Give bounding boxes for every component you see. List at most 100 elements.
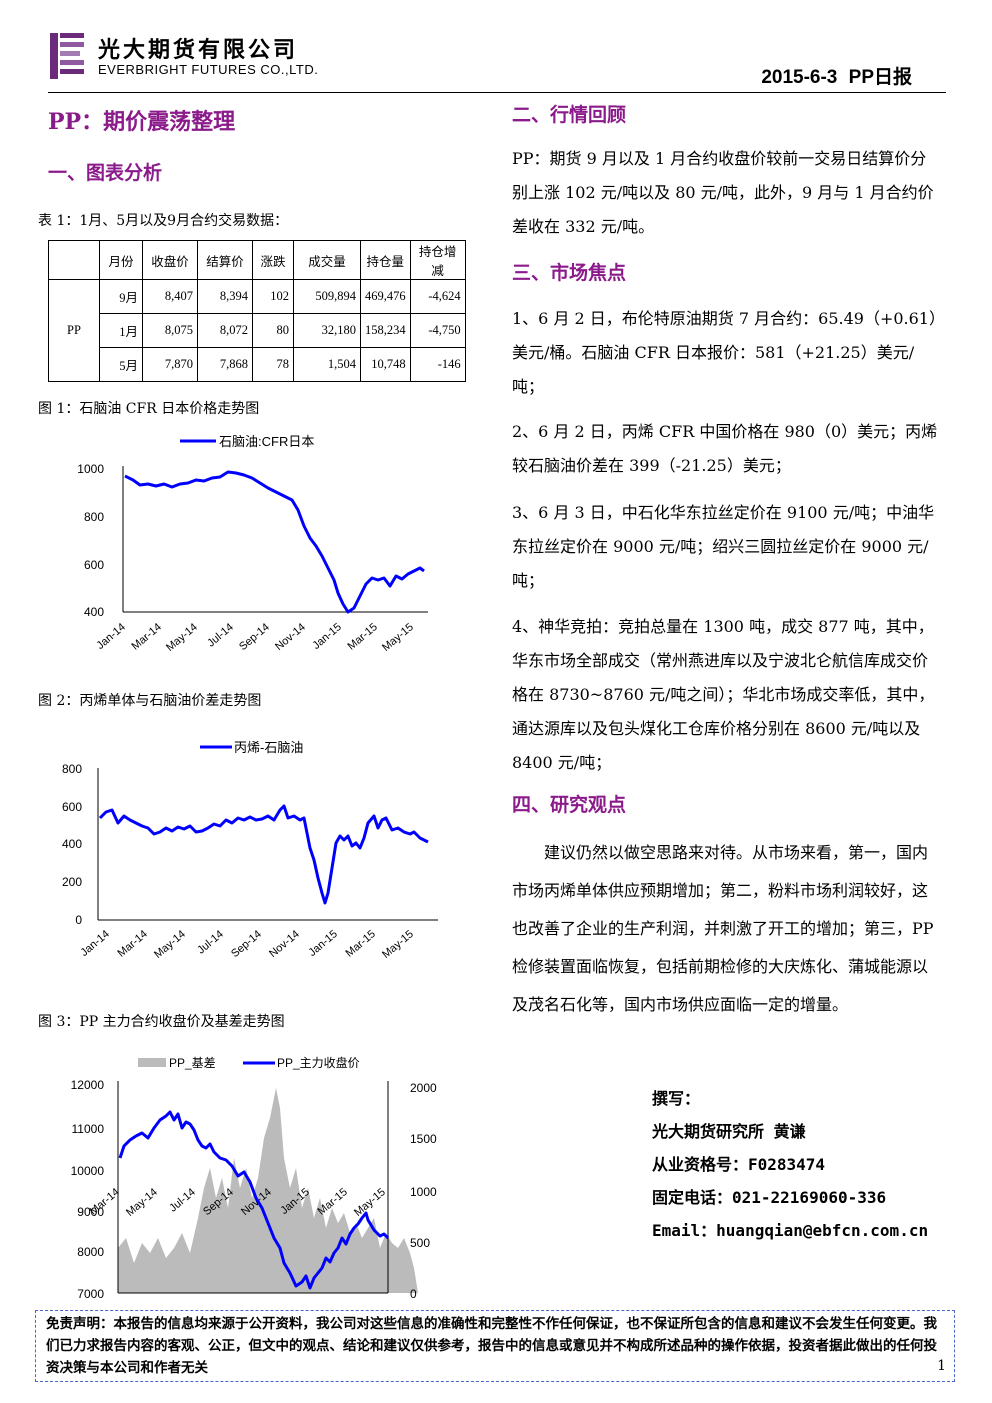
legend-label-close: PP_主力收盘价 — [277, 1055, 360, 1070]
x-tick-label: Nov-14 — [267, 928, 302, 960]
y-tick-label: 800 — [62, 762, 82, 776]
x-tick-label: Sep-14 — [229, 928, 264, 960]
company-name-cn: 光大期货有限公司 — [98, 38, 299, 63]
page-title: PP：期价震荡整理 — [48, 109, 236, 135]
naphtha-price-chart: 石脑油:CFR日本 1000 800 600 400 Jan-14 Mar-14… — [77, 434, 428, 654]
y-tick-label-left: 8000 — [77, 1245, 104, 1259]
table-cell: 8,407 — [142, 279, 198, 314]
x-tick-label: Jul-14 — [195, 928, 226, 956]
y-tick-label-left: 11000 — [72, 1122, 105, 1136]
signature-license: 从业资格号：F0283474 — [652, 1155, 826, 1174]
y-tick-label-right: 1500 — [410, 1132, 437, 1146]
signature-label: 撰写： — [652, 1089, 701, 1108]
table-header-cell: 持仓增减 — [409, 240, 466, 280]
y-tick-label-left: 9000 — [77, 1205, 104, 1219]
focus-item-4: 4、神华竞拍：竞拍总量在 1300 吨，成交 877 吨，其中，华东市场全部成交… — [512, 617, 935, 772]
legend-swatch-basis — [138, 1058, 166, 1067]
y-tick-label: 600 — [62, 800, 82, 814]
x-tick-label: Jan-14 — [78, 928, 111, 959]
propylene-naphtha-spread-chart: 丙烯-石脑油 800 600 400 200 0 Jan-14 Mar-14 M… — [62, 740, 438, 961]
table1-caption: 表 1：1月、5月以及9月合约交易数据： — [38, 213, 289, 229]
y-tick-label: 200 — [62, 875, 82, 889]
research-view-text: 建议仍然以做空思路来对待。从市场来看，第一，国内市场丙烯单体供应预期增加；第二，… — [512, 843, 934, 1014]
table-row: 1月 8,075 8,072 80 32,180 158,234 -4,750 — [49, 313, 466, 348]
x-tick-label: May-14 — [152, 928, 188, 961]
x-tick-label: Mar-14 — [88, 1186, 122, 1218]
table-cell: 78 — [252, 347, 294, 382]
table-cell: 7,868 — [197, 347, 253, 382]
table-cell: -146 — [409, 347, 466, 382]
x-tick-label: Jan-15 — [310, 621, 343, 652]
y-tick-label: 400 — [84, 605, 104, 619]
y-tick-label-right: 2000 — [410, 1081, 437, 1095]
x-tick-label: Mar-15 — [344, 928, 378, 960]
y-tick-label-right: 0 — [410, 1287, 417, 1301]
table-product-cell: PP — [48, 279, 100, 382]
x-tick-label: Jul-14 — [167, 1186, 198, 1214]
y-tick-label: 800 — [84, 510, 104, 524]
y-tick-label: 1000 — [77, 462, 104, 476]
table-cell: 8,072 — [197, 313, 253, 348]
company-name-en: EVERBRIGHT FUTURES CO.,LTD. — [98, 62, 319, 77]
table-cell: 8,394 — [197, 279, 253, 314]
table-cell: 1月 — [99, 313, 143, 348]
section-chart-analysis: 一、图表分析 — [48, 162, 163, 184]
table-header-cell: 结算价 — [197, 240, 253, 280]
table-cell: -4,750 — [409, 313, 466, 348]
table-cell: 7,870 — [142, 347, 198, 382]
y-tick-label-left: 10000 — [71, 1164, 105, 1178]
table-cell: -4,624 — [409, 279, 466, 314]
y-tick-label: 0 — [75, 913, 82, 927]
table-header-cell: 持仓量 — [360, 240, 411, 280]
pp-price-basis-chart: PP_基差 PP_主力收盘价 12000 11000 10000 9000 80… — [71, 1055, 437, 1301]
signature-email[interactable]: Email：huangqian@ebfcn.com.cn — [652, 1221, 929, 1240]
legend-label: 石脑油:CFR日本 — [219, 434, 314, 449]
table-row: 5月 7,870 7,868 78 1,504 10,748 -146 — [49, 347, 466, 382]
focus-item-3: 3、6 月 3 日，中石化华东拉丝定价在 9100 元/吨；中油华东拉丝定价在 … — [512, 503, 935, 590]
table-header-cell: 月份 — [99, 240, 143, 280]
company-logo — [50, 33, 84, 79]
x-tick-label: Mar-14 — [130, 621, 164, 653]
x-tick-label: May-15 — [352, 1186, 388, 1219]
table-cell: 1,504 — [293, 347, 361, 382]
table-header-cell: 涨跌 — [252, 240, 294, 280]
y-tick-label-left: 7000 — [77, 1287, 104, 1301]
x-tick-label: May-15 — [380, 928, 416, 961]
fig3-caption: 图 3：PP 主力合约收盘价及基差走势图 — [38, 1014, 285, 1030]
focus-item-2: 2、6 月 2 日，丙烯 CFR 中国价格在 980（0）美元；丙烯较石脑油价差… — [512, 422, 938, 475]
section-market-review: 二、行情回顾 — [512, 104, 627, 126]
disclaimer-box: 免责声明：本报告的信息均来源于公开资料，我公司对这些信息的准确性和完整性不作任何… — [35, 1310, 955, 1382]
table-cell: 10,748 — [360, 347, 411, 382]
y-tick-label-left: 12000 — [71, 1078, 105, 1092]
table-cell: 32,180 — [293, 313, 361, 348]
table-header-cell: 成交量 — [293, 240, 361, 280]
table-cell: 5月 — [99, 347, 143, 382]
table-row: PP 9月 8,407 8,394 102 509,894 469,476 -4… — [48, 279, 466, 382]
naphtha-price-line — [124, 470, 425, 614]
y-tick-label: 400 — [62, 837, 82, 851]
table-header-cell — [48, 240, 100, 280]
table-cell: 8,075 — [142, 313, 198, 348]
x-tick-label: May-14 — [124, 1186, 160, 1219]
x-tick-label: Mar-14 — [116, 928, 150, 960]
x-tick-label: Mar-15 — [346, 621, 380, 653]
table-cell: 509,894 — [293, 279, 361, 314]
focus-item-1: 1、6 月 2 日，布伦特原油期货 7 月合约：65.49（+0.61）美元/桶… — [512, 309, 937, 396]
fig2-caption: 图 2：丙烯单体与石脑油价差走势图 — [38, 693, 262, 709]
table-cell: 158,234 — [360, 313, 411, 348]
contract-data-table: 月份 收盘价 结算价 涨跌 成交量 持仓量 持仓增减 PP 9月 8,407 8… — [48, 240, 466, 382]
legend-label: 丙烯-石脑油 — [234, 740, 303, 755]
fig1-caption: 图 1：石脑油 CFR 日本价格走势图 — [38, 401, 260, 417]
x-tick-label: Jan-15 — [306, 928, 339, 959]
pp-close-price-line — [118, 1110, 390, 1290]
y-tick-label: 600 — [84, 558, 104, 572]
header-divider — [48, 92, 946, 93]
y-tick-label-right: 500 — [410, 1236, 430, 1250]
x-tick-label: Sep-14 — [237, 621, 272, 653]
x-tick-label: May-14 — [164, 621, 200, 654]
x-tick-label: Nov-14 — [273, 621, 308, 653]
page-number: 1 — [937, 1358, 946, 1374]
signature-phone: 固定电话：021-22169060-336 — [652, 1188, 887, 1207]
x-tick-label: May-15 — [380, 621, 416, 654]
table-cell: 9月 — [99, 279, 143, 314]
